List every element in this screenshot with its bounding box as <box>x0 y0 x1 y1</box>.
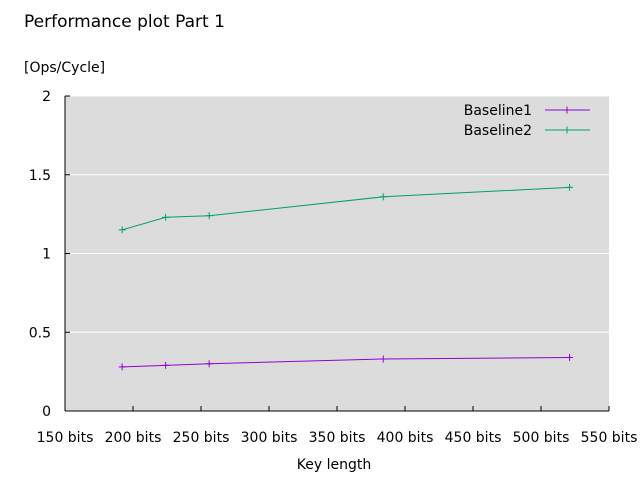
legend-label: Baseline2 <box>464 123 532 139</box>
y-tick-label: 1 <box>42 247 51 263</box>
x-tick-label: 450 bits <box>445 430 502 446</box>
y-tick-label: 0 <box>42 404 51 420</box>
y-axis-label: [Ops/Cycle] <box>24 60 105 76</box>
x-tick-label: 300 bits <box>241 430 298 446</box>
series-baseline1 <box>118 353 574 371</box>
data-point <box>566 183 574 191</box>
y-ticks: 0 0.5 1 1.5 2 <box>29 89 70 420</box>
series-baseline2 <box>118 183 574 234</box>
legend: Baseline1 Baseline2 <box>464 103 590 139</box>
x-tick-label: 350 bits <box>309 430 366 446</box>
legend-marker <box>563 126 571 134</box>
data-point <box>205 212 213 220</box>
x-tick-label: 150 bits <box>37 430 94 446</box>
data-point <box>162 213 170 221</box>
data-point <box>205 360 213 368</box>
x-tick-label: 500 bits <box>513 430 570 446</box>
y-tick-label: 1.5 <box>29 168 51 184</box>
y-tick-label: 2 <box>42 89 51 105</box>
y-tick-label: 0.5 <box>29 325 51 341</box>
x-tick-label: 250 bits <box>173 430 230 446</box>
data-point <box>566 353 574 361</box>
data-point <box>162 361 170 369</box>
x-axis-label: Key length <box>297 457 371 473</box>
data-point <box>118 363 126 371</box>
data-point <box>379 193 387 201</box>
x-tick-label: 550 bits <box>581 430 638 446</box>
chart-title: Performance plot Part 1 <box>24 12 225 32</box>
legend-label: Baseline1 <box>464 103 532 119</box>
data-point <box>118 226 126 234</box>
x-tick-label: 200 bits <box>105 430 162 446</box>
legend-marker <box>563 106 571 114</box>
series <box>118 183 574 371</box>
x-tick-label: 400 bits <box>377 430 434 446</box>
grid-lines <box>65 95 609 333</box>
x-ticks: 150 bits 200 bits 250 bits 300 bits 350 bits… <box>37 406 638 446</box>
data-point <box>379 355 387 363</box>
